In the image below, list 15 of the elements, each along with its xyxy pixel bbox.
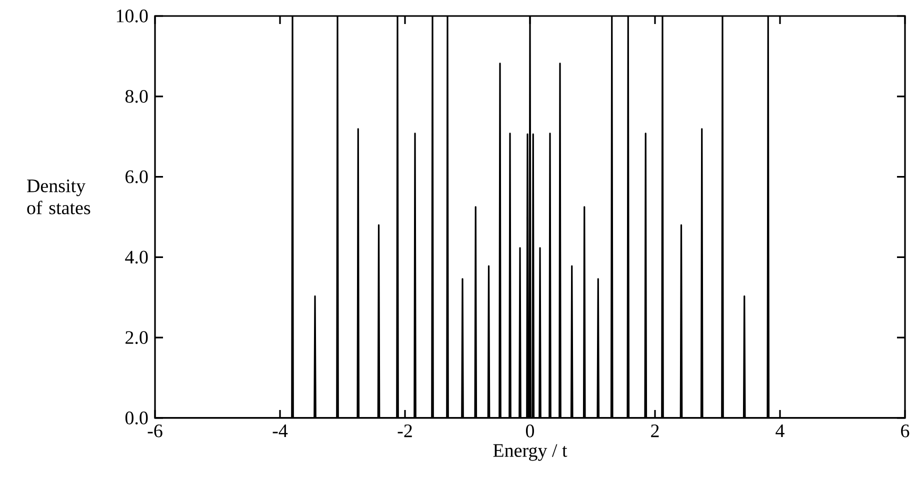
y-tick-label: 0.0 bbox=[125, 412, 148, 424]
x-tick-label: 4 bbox=[776, 424, 784, 438]
x-tick-label: -4 bbox=[272, 424, 288, 438]
y-tick-label: 4.0 bbox=[125, 250, 148, 264]
x-tick-label: 6 bbox=[901, 424, 910, 438]
x-axis-title: Energy / t bbox=[493, 444, 568, 461]
y-tick-label: 6.0 bbox=[126, 170, 148, 184]
y-tick-label: 2.0 bbox=[126, 331, 148, 344]
x-tick-label: -2 bbox=[398, 424, 412, 438]
y-tick-label: 10.0 bbox=[116, 10, 148, 22]
y-axis-title: Density of states bbox=[27, 180, 90, 214]
x-tick-label: 2 bbox=[651, 424, 659, 438]
y-tick-label: 8.0 bbox=[125, 90, 148, 103]
x-tick-label: 0 bbox=[526, 424, 534, 438]
x-tick-label: -6 bbox=[148, 424, 162, 438]
